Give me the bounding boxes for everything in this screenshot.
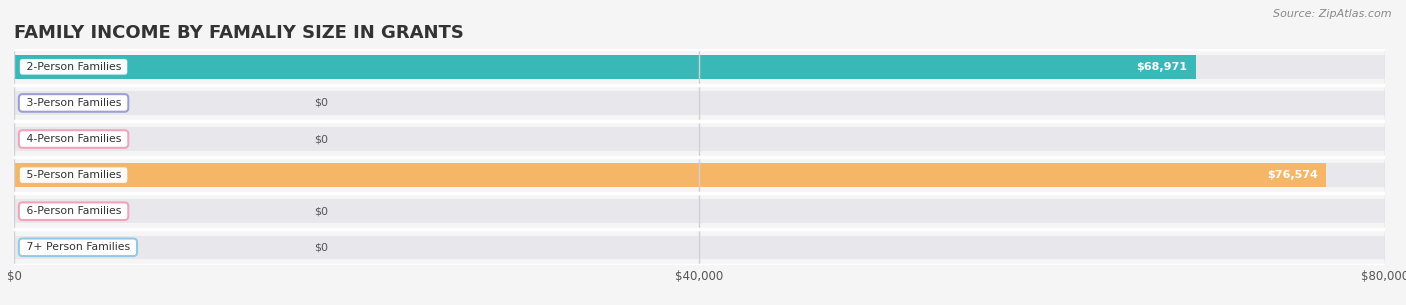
Bar [14,55,1197,79]
Bar [14,235,1385,259]
Text: 6-Person Families: 6-Person Families [22,206,125,216]
Text: $0: $0 [314,242,328,252]
Text: $0: $0 [314,98,328,108]
Text: $68,971: $68,971 [1136,62,1187,72]
Bar [14,91,1385,115]
Text: 7+ Person Families: 7+ Person Families [22,242,134,252]
Text: 5-Person Families: 5-Person Families [22,170,125,180]
Text: Source: ZipAtlas.com: Source: ZipAtlas.com [1274,9,1392,19]
Bar [14,163,1385,187]
Text: $76,574: $76,574 [1267,170,1317,180]
Text: 2-Person Families: 2-Person Families [22,62,125,72]
Bar [14,127,1385,151]
Bar [14,55,1385,79]
Bar [14,163,1326,187]
Bar [14,199,1385,223]
Text: FAMILY INCOME BY FAMALIY SIZE IN GRANTS: FAMILY INCOME BY FAMALIY SIZE IN GRANTS [14,24,464,42]
Text: $0: $0 [314,134,328,144]
Text: $0: $0 [314,206,328,216]
Text: 4-Person Families: 4-Person Families [22,134,125,144]
Text: 3-Person Families: 3-Person Families [22,98,125,108]
